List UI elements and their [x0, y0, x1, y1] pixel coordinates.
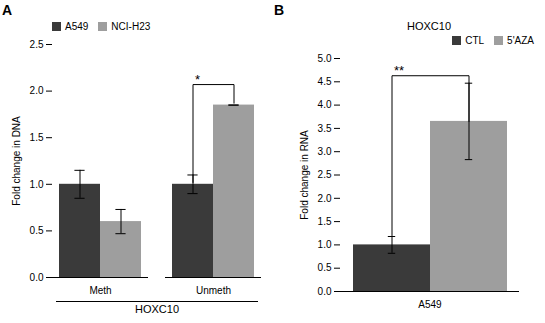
svg-text:A549: A549 — [418, 299, 442, 310]
svg-text:Fold change in RNA: Fold change in RNA — [299, 130, 310, 220]
html-text:HOXC10: HOXC10 — [135, 303, 179, 315]
svg-text:1.0: 1.0 — [30, 179, 44, 190]
svg-text:**: ** — [394, 63, 404, 78]
svg-text:Meth: Meth — [89, 285, 111, 296]
svg-text:0.0: 0.0 — [30, 272, 44, 283]
svg-text:1.5: 1.5 — [30, 132, 44, 143]
html-text:NCI-H23: NCI-H23 — [111, 21, 151, 32]
html-text:A549: A549 — [65, 21, 89, 32]
svg-text:4.5: 4.5 — [318, 76, 332, 87]
svg-text:4.0: 4.0 — [318, 99, 332, 110]
svg-text:Unmeth: Unmeth — [196, 285, 231, 296]
svg-text:0.5: 0.5 — [30, 225, 44, 236]
svg-text:5.0: 5.0 — [318, 53, 332, 64]
svg-text:2.0: 2.0 — [318, 193, 332, 204]
html-text:CTL: CTL — [465, 35, 485, 46]
svg-text:1.0: 1.0 — [318, 239, 332, 250]
svg-text:1.5: 1.5 — [318, 216, 332, 227]
svg-text:2.5: 2.5 — [318, 169, 332, 180]
svg-text:Fold change in DNA: Fold change in DNA — [11, 116, 22, 206]
html-text:B: B — [274, 2, 285, 18]
svg-text:0.0: 0.0 — [318, 286, 332, 297]
svg-text:3.5: 3.5 — [318, 123, 332, 134]
svg-text:2.5: 2.5 — [30, 39, 44, 50]
html-text:5'AZA: 5'AZA — [507, 35, 534, 46]
svg-text:3.0: 3.0 — [318, 146, 332, 157]
svg-text:0.5: 0.5 — [318, 262, 332, 273]
svg-text:*: * — [195, 72, 200, 87]
html-text:HOXC10: HOXC10 — [407, 20, 451, 32]
svg-text:2.0: 2.0 — [30, 85, 44, 96]
html-text:A: A — [2, 2, 13, 18]
